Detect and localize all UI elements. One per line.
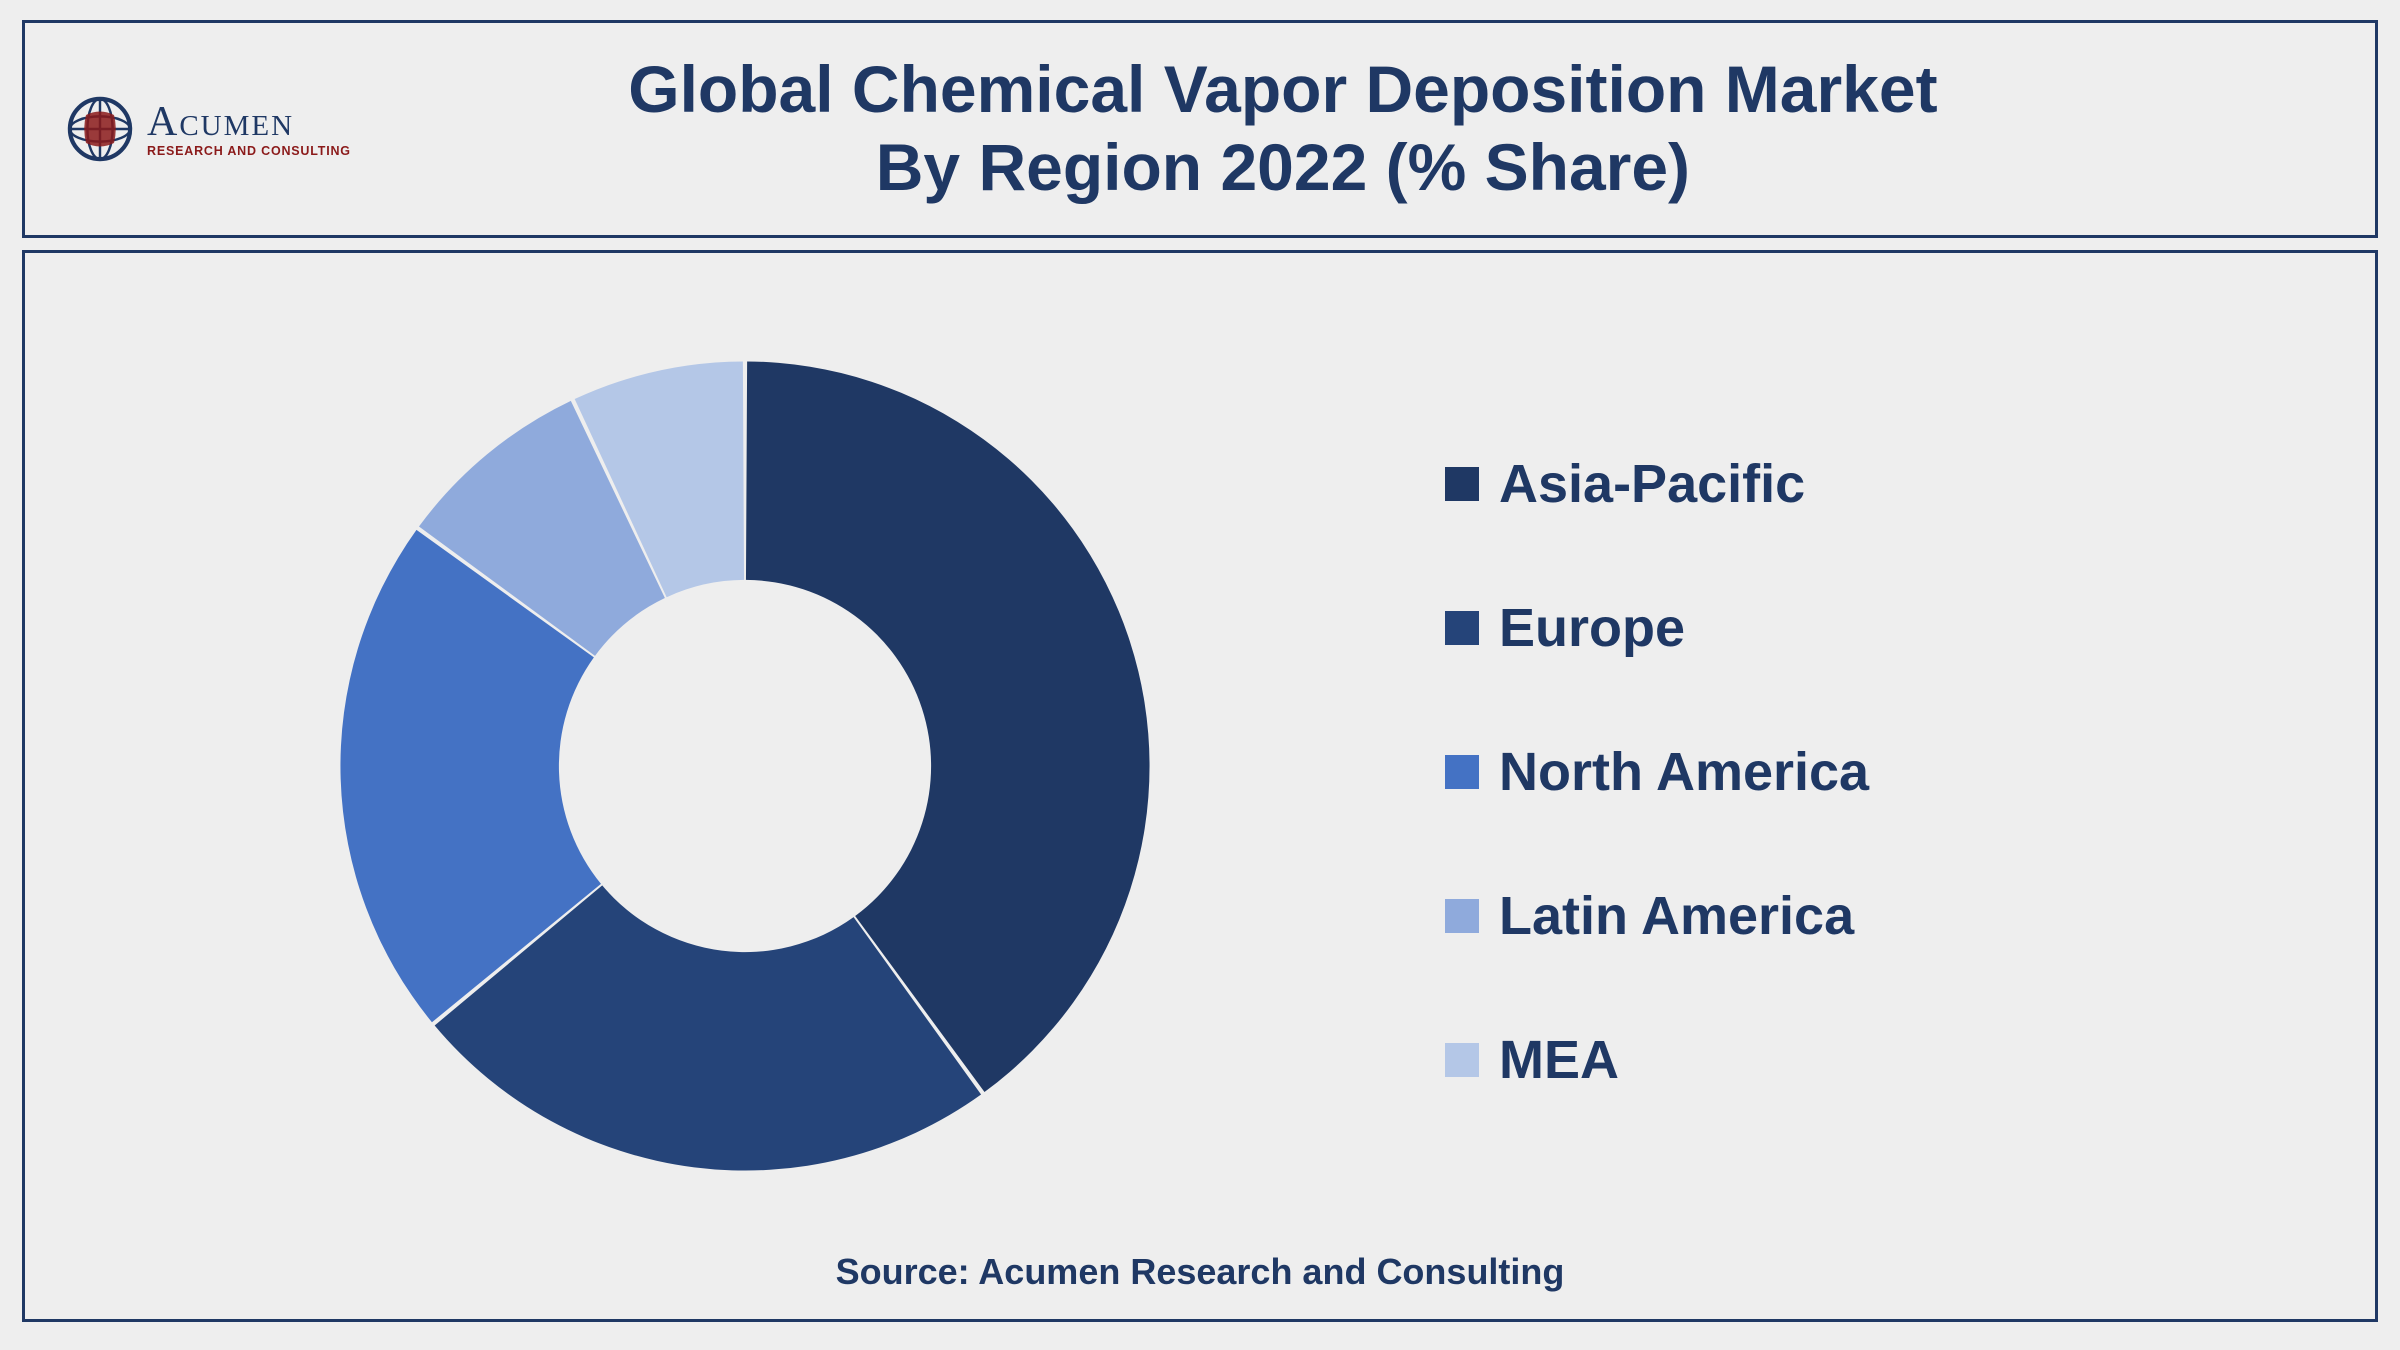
legend: Asia-Pacific Europe North America Latin Ame… xyxy=(1405,441,2315,1091)
title-line-2: By Region 2022 (% Share) xyxy=(351,129,2215,207)
legend-swatch xyxy=(1445,899,1479,933)
legend-item-latin-america: Latin America xyxy=(1445,885,2315,947)
legend-item-mea: MEA xyxy=(1445,1029,2315,1091)
legend-swatch xyxy=(1445,755,1479,789)
brand-text: Acumen RESEARCH AND CONSULTING xyxy=(147,101,351,158)
legend-label: North America xyxy=(1499,741,1869,803)
legend-item-asia-pacific: Asia-Pacific xyxy=(1445,453,2315,515)
brand-name: Acumen xyxy=(147,101,351,143)
chart-title: Global Chemical Vapor Deposition Market … xyxy=(351,51,2335,207)
brand-logo: Acumen RESEARCH AND CONSULTING xyxy=(65,94,351,164)
legend-label: MEA xyxy=(1499,1029,1619,1091)
brand-tagline: RESEARCH AND CONSULTING xyxy=(147,145,351,158)
legend-swatch xyxy=(1445,611,1479,645)
source-attribution: Source: Acumen Research and Consulting xyxy=(25,1251,2375,1293)
donut-hole xyxy=(560,581,931,952)
title-line-1: Global Chemical Vapor Deposition Market xyxy=(351,51,2215,129)
legend-label: Europe xyxy=(1499,597,1685,659)
legend-swatch xyxy=(1445,467,1479,501)
legend-item-europe: Europe xyxy=(1445,597,2315,659)
donut-container xyxy=(85,321,1405,1211)
legend-label: Latin America xyxy=(1499,885,1854,947)
legend-label: Asia-Pacific xyxy=(1499,453,1805,515)
legend-swatch xyxy=(1445,1043,1479,1077)
chart-inner: Asia-Pacific Europe North America Latin Ame… xyxy=(25,253,2375,1319)
page-frame: Acumen RESEARCH AND CONSULTING Global Ch… xyxy=(0,0,2400,1350)
header-panel: Acumen RESEARCH AND CONSULTING Global Ch… xyxy=(22,20,2378,238)
chart-panel: Asia-Pacific Europe North America Latin Ame… xyxy=(22,250,2378,1322)
globe-icon xyxy=(65,94,135,164)
legend-item-north-america: North America xyxy=(1445,741,2315,803)
donut-chart xyxy=(300,321,1190,1211)
